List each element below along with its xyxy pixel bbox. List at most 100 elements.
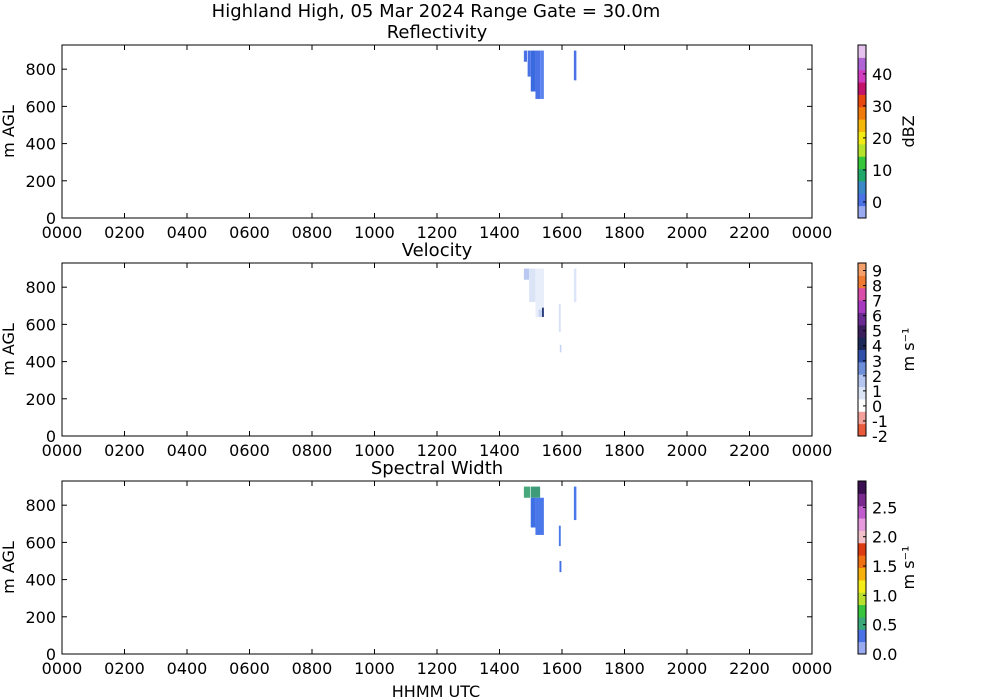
- radar-return: [535, 50, 541, 99]
- radar-return: [559, 344, 562, 353]
- colorbar-segment: [858, 106, 866, 120]
- colorbar-segment: [858, 205, 866, 219]
- x-tick-label: 2000: [667, 441, 708, 460]
- colorbar-segment: [858, 180, 866, 194]
- colorbar-segment: [858, 156, 866, 170]
- plot-area: [62, 45, 812, 218]
- y-tick-label: 200: [25, 172, 56, 191]
- colorbar-tick-label: 7: [872, 292, 882, 311]
- colorbar-segment: [858, 398, 866, 412]
- colorbar-tick-label: 20: [872, 129, 892, 148]
- colorbar-label: m s⁻¹: [899, 328, 918, 372]
- plot-area: [62, 263, 812, 436]
- radar-return: [530, 497, 536, 528]
- colorbar-segment: [858, 45, 866, 58]
- y-tick-label: 400: [25, 135, 56, 154]
- x-tick-label: 1200: [417, 441, 458, 460]
- colorbar-segment: [858, 505, 866, 519]
- colorbar-tick-label: 1: [872, 382, 882, 401]
- colorbar-tick-label: 30: [872, 97, 892, 116]
- x-tick-label: 0200: [104, 441, 145, 460]
- x-tick-label: 1800: [604, 441, 645, 460]
- x-tick-label: 0200: [104, 659, 145, 678]
- colorbar-tick-label: 2.5: [872, 498, 897, 517]
- radar-return: [529, 268, 536, 303]
- x-tick-label: 0400: [167, 223, 208, 242]
- colorbar-segment: [858, 275, 866, 289]
- plot-area: [62, 481, 812, 654]
- x-tick-label: 1200: [417, 223, 458, 242]
- colorbar-tick-label: 40: [872, 65, 892, 84]
- colorbar-segment: [858, 592, 866, 606]
- y-tick-label: 0: [46, 427, 56, 446]
- colorbar-tick-label: 0: [872, 193, 882, 212]
- y-tick-label: 800: [25, 496, 56, 515]
- colorbar-segment: [858, 374, 866, 388]
- colorbar-segment: [858, 567, 866, 581]
- colorbar-tick-label: 1.0: [872, 586, 897, 605]
- x-tick-label: 0000: [792, 659, 833, 678]
- radar-return: [535, 497, 544, 535]
- colorbar-segment: [858, 57, 866, 71]
- radar-return: [558, 303, 561, 332]
- colorbar-segment: [858, 349, 866, 363]
- colorbar-segment: [858, 324, 866, 338]
- radar-return: [573, 486, 577, 521]
- x-tick-label: 1400: [479, 659, 520, 678]
- radar-return: [530, 50, 536, 92]
- radar-return: [542, 307, 544, 317]
- colorbar-segment: [858, 530, 866, 544]
- x-tick-label: 1000: [354, 659, 395, 678]
- colorbar-tick-label: 2.0: [872, 528, 897, 547]
- colorbar-segment: [858, 119, 866, 132]
- radar-return: [558, 525, 561, 547]
- colorbar-tick-label: 5: [872, 322, 882, 341]
- x-tick-label: 2200: [729, 441, 770, 460]
- radar-return: [559, 560, 562, 573]
- colorbar-segment: [858, 131, 866, 145]
- colorbar-tick-label: 0: [872, 397, 882, 416]
- y-tick-label: 0: [46, 645, 56, 664]
- colorbar-segment: [858, 287, 866, 301]
- x-tick-label: 1400: [479, 223, 520, 242]
- x-tick-label: 1800: [604, 223, 645, 242]
- colorbar-tick-label: -2: [872, 427, 888, 446]
- x-tick-label: 0000: [42, 441, 83, 460]
- x-tick-label: 1200: [417, 659, 458, 678]
- colorbar-segment: [858, 193, 866, 207]
- radar-return: [523, 486, 531, 498]
- x-tick-label: 0000: [42, 659, 83, 678]
- x-tick-label: 1600: [542, 441, 583, 460]
- colorbar-tick-label: 10: [872, 161, 892, 180]
- x-tick-label: 0600: [229, 223, 270, 242]
- colorbar-segment: [858, 641, 866, 655]
- colorbar-segment: [858, 542, 866, 556]
- y-tick-label: 200: [25, 608, 56, 627]
- y-tick-label: 0: [46, 209, 56, 228]
- x-tick-label: 0800: [292, 659, 333, 678]
- colorbar-segment: [858, 312, 866, 326]
- figure-title: Highland High, 05 Mar 2024 Range Gate = …: [212, 1, 661, 22]
- colorbar-tick-label: -1: [872, 412, 888, 431]
- y-axis-label: m AGL: [0, 105, 18, 158]
- colorbar-segment: [858, 493, 866, 507]
- radar-return: [538, 309, 544, 317]
- colorbar-tick-label: 4: [872, 337, 882, 356]
- x-tick-label: 0600: [229, 441, 270, 460]
- x-tick-label: 1800: [604, 659, 645, 678]
- colorbar-segment: [858, 629, 866, 643]
- colorbar-segment: [858, 481, 866, 494]
- y-tick-label: 800: [25, 278, 56, 297]
- x-tick-label: 1600: [542, 223, 583, 242]
- colorbar-frame: [857, 44, 867, 219]
- x-tick-label: 0600: [229, 659, 270, 678]
- radar-return: [535, 268, 544, 317]
- y-axis-label: m AGL: [0, 323, 18, 376]
- colorbar-segment: [858, 300, 866, 313]
- x-tick-label: 0000: [792, 223, 833, 242]
- x-tick-label: 0400: [167, 441, 208, 460]
- colorbar-segment: [858, 518, 866, 531]
- x-tick-label: 0800: [292, 223, 333, 242]
- colorbar-tick-label: 0.5: [872, 616, 897, 635]
